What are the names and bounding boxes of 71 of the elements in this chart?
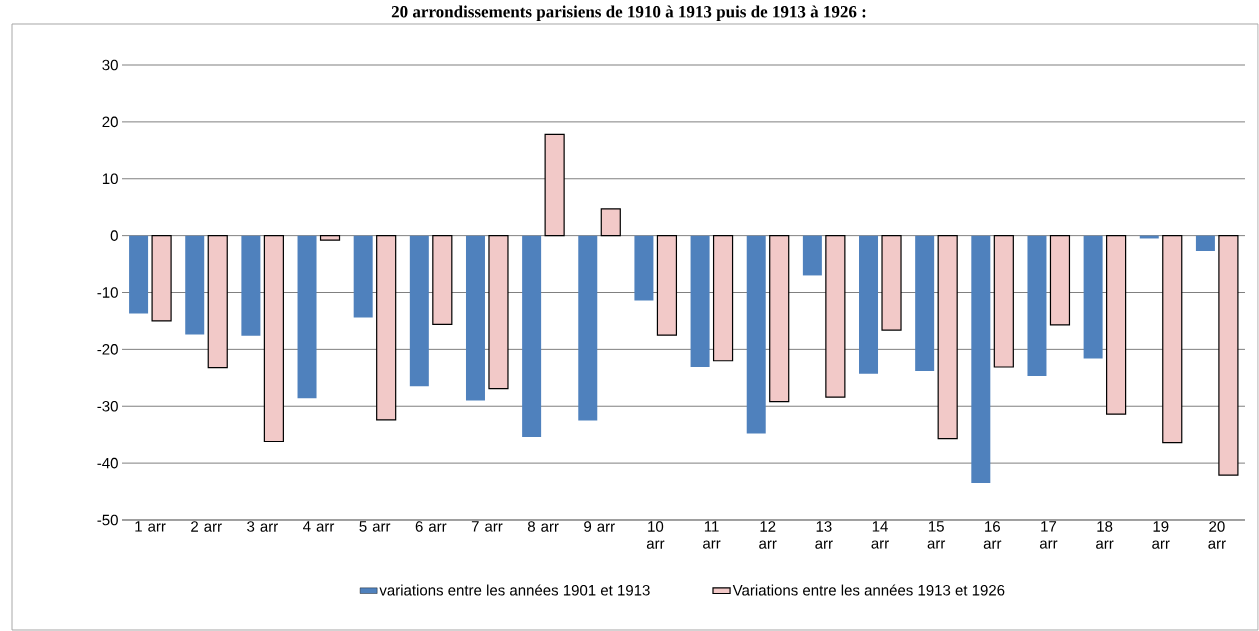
bar [319, 235, 341, 241]
y-tick-label: 20 [102, 116, 118, 128]
x-tick-label: 8 arr [527, 521, 559, 532]
bar [1195, 235, 1215, 251]
y-tick-label: -30 [97, 400, 118, 412]
bar [465, 235, 485, 401]
x-tick-label: 14 arr [871, 521, 889, 549]
x-tick-label: 10 arr [646, 521, 665, 549]
bar [353, 235, 373, 318]
x-tick-label: 4 arr [303, 521, 335, 532]
x-tick-label: 6 arr [415, 521, 447, 532]
bar [993, 235, 1014, 368]
x-tick-label: 9 arr [584, 521, 615, 532]
bar [151, 235, 172, 322]
x-tick-label: 19 arr [1152, 521, 1170, 549]
bar [690, 235, 710, 367]
bar [376, 235, 397, 421]
bar [656, 235, 678, 336]
bar [1049, 235, 1071, 326]
bar [859, 235, 879, 374]
x-tick-label: 17 arr [1039, 521, 1058, 549]
y-tick-label: -50 [97, 514, 118, 526]
bar [185, 235, 205, 335]
bar [241, 235, 261, 336]
bar [600, 208, 621, 237]
bar [881, 235, 902, 331]
x-tick-label: 7 arr [471, 521, 503, 532]
bar [129, 235, 149, 314]
bar [1162, 235, 1183, 444]
chart-title: 20 arrondissements parisiens de 1910 à 1913 puis de 1913 à 1926 : [391, 5, 866, 21]
y-tick-label: -20 [97, 344, 118, 355]
x-tick-label: 3 arr [247, 521, 278, 532]
x-tick-label: 20 arr [1208, 521, 1226, 549]
x-tick-label: 13 arr [815, 521, 833, 549]
bar [1218, 235, 1239, 476]
bar [746, 235, 766, 434]
bar [409, 235, 429, 387]
bar [432, 235, 453, 325]
bar [207, 235, 228, 369]
y-tick-label: 30 [102, 59, 118, 71]
y-tick-label: 0 [110, 230, 118, 241]
bar [488, 235, 509, 390]
x-tick-label: 16 arr [983, 521, 1002, 549]
bar [263, 235, 284, 443]
bar [634, 235, 654, 301]
bar [712, 235, 734, 362]
bar [825, 235, 846, 398]
bar [1027, 235, 1047, 377]
x-tick-label: 1 arr [135, 521, 166, 532]
x-tick-label: 18 arr [1096, 521, 1114, 549]
bar [971, 235, 991, 484]
bar [937, 235, 958, 440]
x-tick-label: 12 arr [759, 521, 777, 549]
bar [1083, 235, 1103, 359]
bar [769, 235, 790, 403]
bar [297, 235, 317, 399]
bar [1106, 235, 1127, 415]
x-tick-label: 2 arr [191, 521, 222, 532]
bar [522, 235, 542, 437]
x-tick-label: 15 arr [927, 521, 946, 549]
legend-label: Variations entre les années 1913 et 1926 [732, 584, 1005, 596]
x-tick-label: 11 arr [703, 521, 721, 549]
y-tick-label: 10 [102, 173, 118, 185]
x-tick-label: 5 arr [359, 521, 391, 532]
bar [802, 235, 822, 276]
y-tick-label: -10 [97, 287, 118, 298]
legend-label: variations entre les années 1901 et 1913 [379, 584, 650, 596]
bar [544, 133, 565, 237]
bar [578, 235, 598, 421]
bar [915, 235, 935, 371]
y-tick-label: -40 [97, 457, 118, 469]
